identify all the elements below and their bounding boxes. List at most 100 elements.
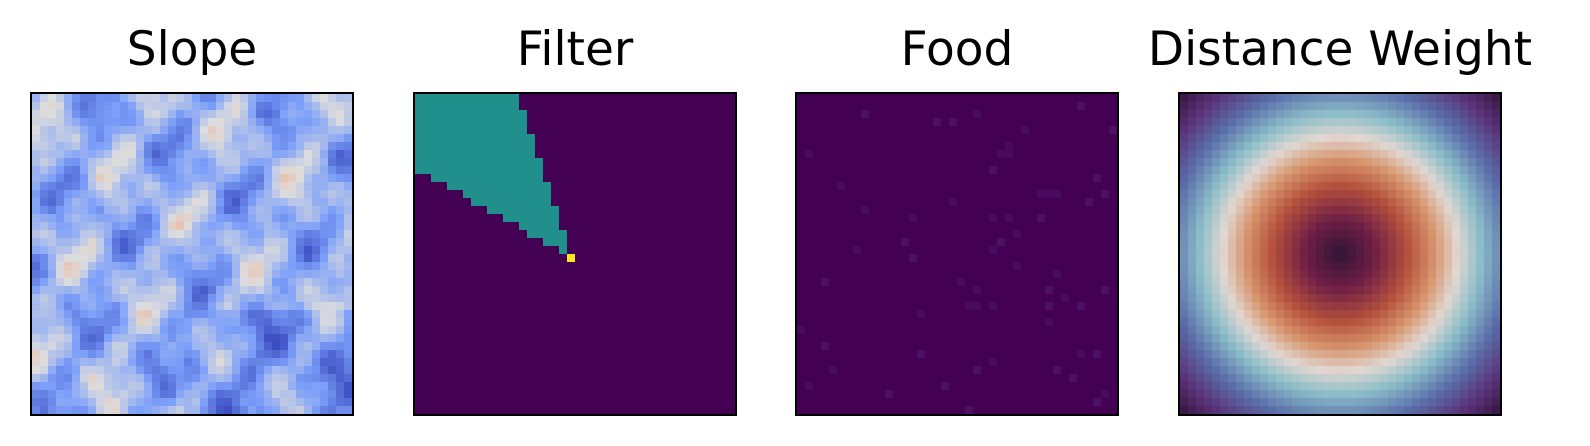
slope-cell <box>256 134 264 142</box>
slope-cell <box>160 366 168 374</box>
filter-cell <box>527 182 535 190</box>
food-cell <box>885 94 893 102</box>
slope-cell <box>256 206 264 214</box>
slope-cell <box>176 174 184 182</box>
filter-cell <box>719 198 727 206</box>
filter-cell <box>431 182 439 190</box>
food-cell <box>1069 214 1077 222</box>
distance-weight-cell <box>1444 94 1452 102</box>
food-cell <box>957 222 965 230</box>
slope-cell <box>320 406 328 414</box>
filter-cell <box>607 358 615 366</box>
filter-cell <box>615 230 623 238</box>
food-cell <box>853 222 861 230</box>
filter-cell <box>471 110 479 118</box>
slope-cell <box>96 198 104 206</box>
slope-cell <box>176 206 184 214</box>
food-cell <box>877 246 885 254</box>
slope-cell <box>208 158 216 166</box>
food-cell <box>845 238 853 246</box>
food-cell <box>917 382 925 390</box>
food-cell <box>797 190 805 198</box>
food-cell <box>965 222 973 230</box>
slope-cell <box>216 150 224 158</box>
food-cell <box>1053 102 1061 110</box>
filter-cell <box>559 342 567 350</box>
filter-cell <box>727 310 735 318</box>
distance-weight-cell <box>1228 94 1236 102</box>
slope-cell <box>176 182 184 190</box>
food-cell <box>965 94 973 102</box>
filter-cell <box>559 94 567 102</box>
slope-cell <box>336 302 344 310</box>
slope-cell <box>304 126 312 134</box>
filter-cell <box>471 158 479 166</box>
filter-cell <box>495 174 503 182</box>
food-cell <box>1045 310 1053 318</box>
food-cell <box>797 150 805 158</box>
filter-cell <box>599 366 607 374</box>
food-cell <box>1005 342 1013 350</box>
food-cell <box>1061 270 1069 278</box>
filter-cell <box>519 198 527 206</box>
food-cell <box>981 350 989 358</box>
filter-cell <box>655 310 663 318</box>
slope-cell <box>280 230 288 238</box>
food-cell <box>909 310 917 318</box>
food-cell <box>909 374 917 382</box>
food-cell <box>1045 158 1053 166</box>
slope-cell <box>304 262 312 270</box>
filter-cell <box>551 318 559 326</box>
food-cell <box>1093 398 1101 406</box>
slope-cell <box>240 382 248 390</box>
food-cell <box>1061 150 1069 158</box>
filter-cell <box>519 334 527 342</box>
slope-cell <box>320 142 328 150</box>
slope-cell <box>296 174 304 182</box>
filter-cell <box>519 142 527 150</box>
slope-cell <box>344 134 352 142</box>
slope-cell <box>72 246 80 254</box>
food-cell <box>893 206 901 214</box>
slope-cell <box>56 374 64 382</box>
filter-cell <box>415 190 423 198</box>
filter-cell <box>503 222 511 230</box>
slope-cell <box>64 382 72 390</box>
food-cell <box>949 230 957 238</box>
slope-cell <box>144 286 152 294</box>
slope-cell <box>96 206 104 214</box>
filter-cell <box>519 286 527 294</box>
filter-cell <box>615 246 623 254</box>
slope-cell <box>120 270 128 278</box>
filter-cell <box>439 190 447 198</box>
food-cell <box>909 326 917 334</box>
slope-cell <box>256 94 264 102</box>
food-cell <box>957 142 965 150</box>
food-cell <box>989 318 997 326</box>
slope-cell <box>272 286 280 294</box>
food-cell <box>1005 270 1013 278</box>
food-cell <box>1061 382 1069 390</box>
filter-cell <box>663 358 671 366</box>
filter-cell <box>671 318 679 326</box>
filter-cell <box>439 310 447 318</box>
food-cell <box>1037 166 1045 174</box>
filter-cell <box>719 374 727 382</box>
filter-cell <box>567 302 575 310</box>
slope-cell <box>264 206 272 214</box>
filter-cell <box>423 262 431 270</box>
food-cell <box>869 302 877 310</box>
slope-cell <box>152 126 160 134</box>
slope-cell <box>192 158 200 166</box>
food-cell <box>829 334 837 342</box>
slope-cell <box>200 254 208 262</box>
filter-cell <box>495 190 503 198</box>
slope-cell <box>256 118 264 126</box>
slope-cell <box>208 382 216 390</box>
filter-cell <box>583 118 591 126</box>
slope-cell <box>328 118 336 126</box>
food-cell <box>845 158 853 166</box>
filter-cell <box>575 230 583 238</box>
food-cell <box>813 374 821 382</box>
food-cell <box>797 158 805 166</box>
